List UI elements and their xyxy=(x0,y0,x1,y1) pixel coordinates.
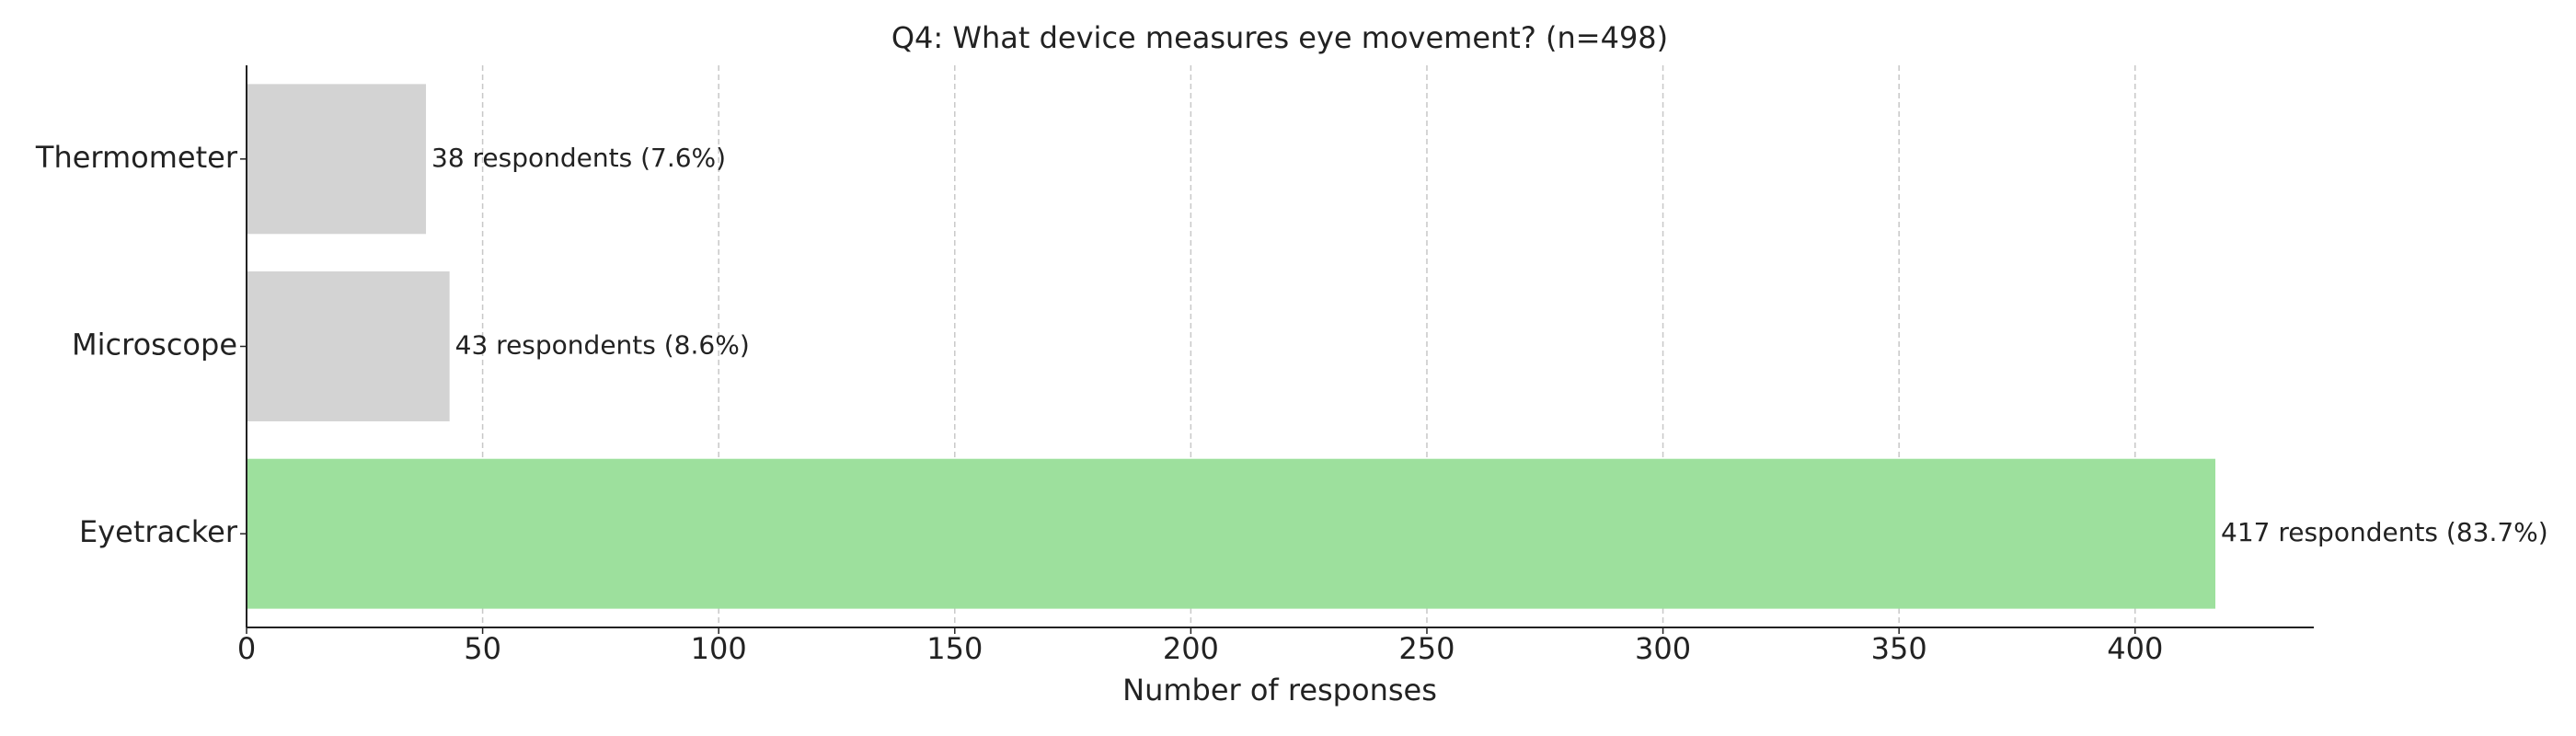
x-tick-label: 0 xyxy=(237,631,256,666)
bar xyxy=(247,84,427,235)
x-tick-label: 350 xyxy=(1871,631,1927,666)
x-tick-label: 50 xyxy=(464,631,501,666)
value-label: 417 respondents (83.7%) xyxy=(2221,517,2548,547)
chart-title: Q4: What device measures eye movement? (… xyxy=(891,20,1668,55)
y-tick-label: Microscope xyxy=(72,328,237,362)
value-label: 38 respondents (7.6%) xyxy=(431,143,726,173)
x-tick-label: 150 xyxy=(926,631,983,666)
y-tick-label: Thermometer xyxy=(35,140,238,175)
bar xyxy=(247,458,2215,609)
bar xyxy=(247,271,450,421)
y-tick-label: Eyetracker xyxy=(79,514,238,549)
x-tick-label: 300 xyxy=(1635,631,1691,666)
x-tick-label: 400 xyxy=(2107,631,2163,666)
x-axis-label: Number of responses xyxy=(1122,673,1437,707)
value-label: 43 respondents (8.6%) xyxy=(455,330,750,361)
x-tick-label: 200 xyxy=(1163,631,1219,666)
x-tick-label: 100 xyxy=(691,631,747,666)
x-tick-label: 250 xyxy=(1398,631,1455,666)
